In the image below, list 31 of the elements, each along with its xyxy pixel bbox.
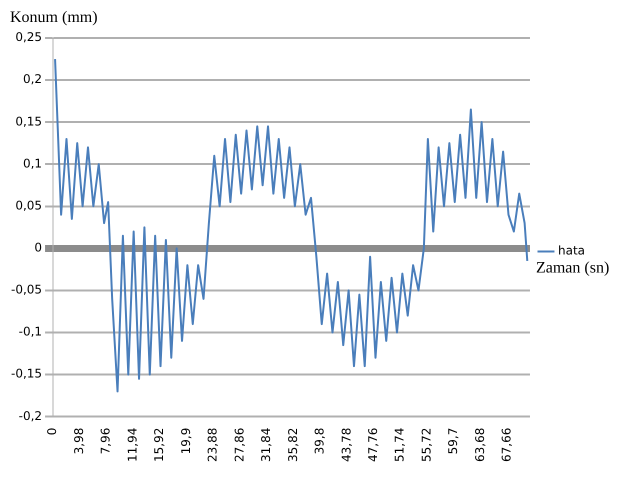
x-tick-label: 47,76 [366,428,380,462]
x-tick-label: 63,68 [472,428,487,462]
y-tick-label: -0,15 [10,366,42,381]
x-tick-label: 15,92 [152,428,166,462]
x-tick-label: 27,86 [232,428,246,462]
x-tick-label: 51,74 [392,428,407,462]
x-tick-label: 55,72 [419,428,434,462]
x-tick-label: 7,96 [98,428,113,454]
y-tick-label: 0,2 [22,72,42,86]
x-tick-label: 31,84 [259,428,274,462]
x-tick-label: 0 [45,428,60,436]
x-tick-label: 43,78 [339,428,354,462]
legend-label: hata [558,244,586,258]
y-tick-label: -0,05 [10,282,42,297]
y-tick-label: 0,1 [22,156,42,170]
y-tick-label: 0,05 [15,198,42,212]
y-tick-label: 0,15 [15,114,42,128]
x-axis-title: Zaman (sn) [536,260,610,277]
x-tick-label: 23,88 [206,428,220,462]
x-tick-label: 39,8 [312,428,327,454]
x-tick-label: 3,98 [72,428,86,454]
y-tick-label: -0,1 [18,324,42,339]
x-tick-label: 11,94 [125,428,140,462]
y-axis-title: Konum (mm) [10,9,98,26]
x-tick-label: 67,66 [500,428,514,462]
x-tick-label: 35,82 [286,428,300,462]
y-tick-label: -0,2 [18,408,42,423]
x-tick-label: 19,9 [178,428,193,454]
x-tick-label: 59,7 [446,428,460,454]
y-tick-label: 0,25 [15,30,42,44]
y-tick-label: 0 [34,240,42,254]
